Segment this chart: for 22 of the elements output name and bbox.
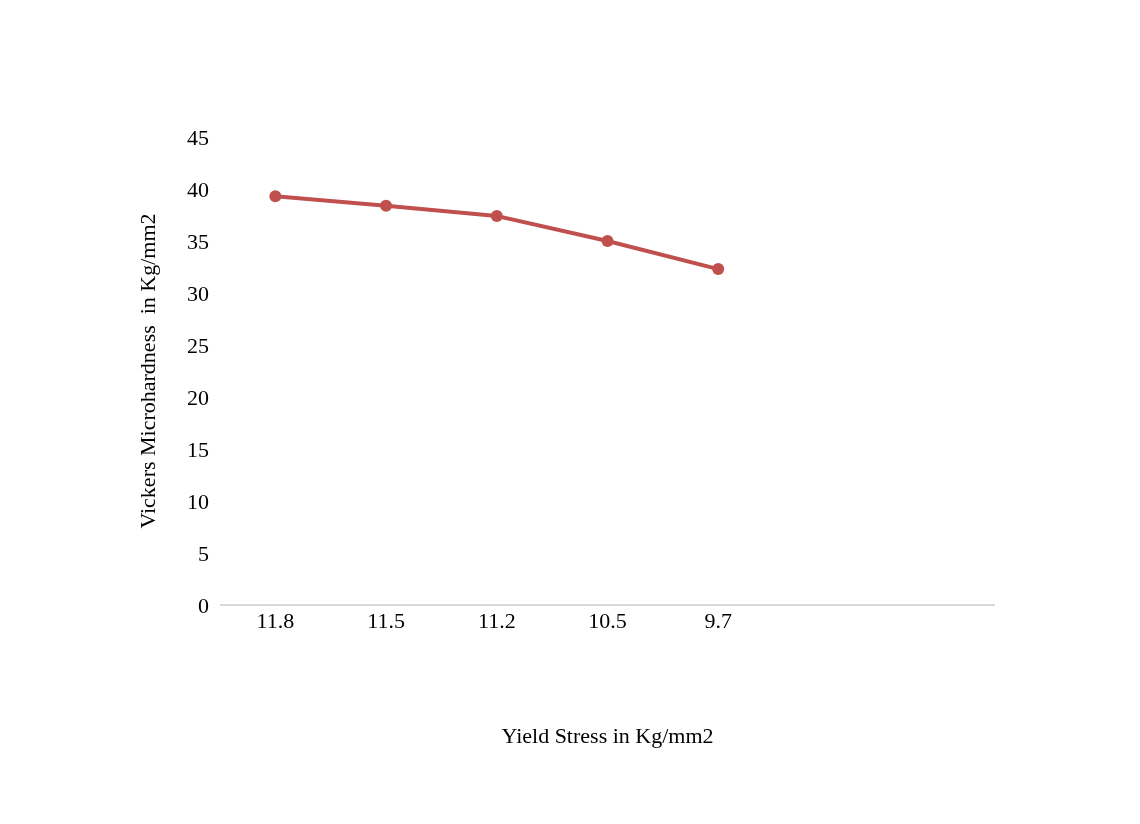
x-tick-label: 11.5 [367, 608, 405, 633]
y-tick-label: 35 [187, 228, 209, 254]
point [601, 235, 614, 247]
y-tick-label: 40 [187, 176, 209, 202]
y-tick-label: 5 [198, 540, 209, 566]
y-tick-label: 25 [187, 332, 209, 358]
x-tick-label: 9.7 [704, 608, 732, 633]
x-axis-title: Yield Stress in Kg/mm2 [501, 722, 714, 748]
y-tick-label: 15 [187, 436, 209, 462]
point [380, 199, 393, 212]
x-tick-label: 10.5 [588, 608, 627, 633]
y-tick-label: 0 [198, 592, 209, 618]
point [490, 210, 503, 223]
point [712, 263, 725, 276]
x-tick-label: 11.2 [477, 608, 516, 633]
point [269, 190, 282, 203]
y-axis-title: Vickers Microhardness in Kg/mm2 [134, 213, 160, 529]
y-tick-label: 45 [187, 124, 209, 150]
x-tick-label: 11.8 [256, 608, 295, 633]
y-tick-label: 20 [187, 384, 209, 410]
y-tick-label: 30 [187, 280, 209, 306]
y-tick-label: 10 [187, 488, 209, 514]
